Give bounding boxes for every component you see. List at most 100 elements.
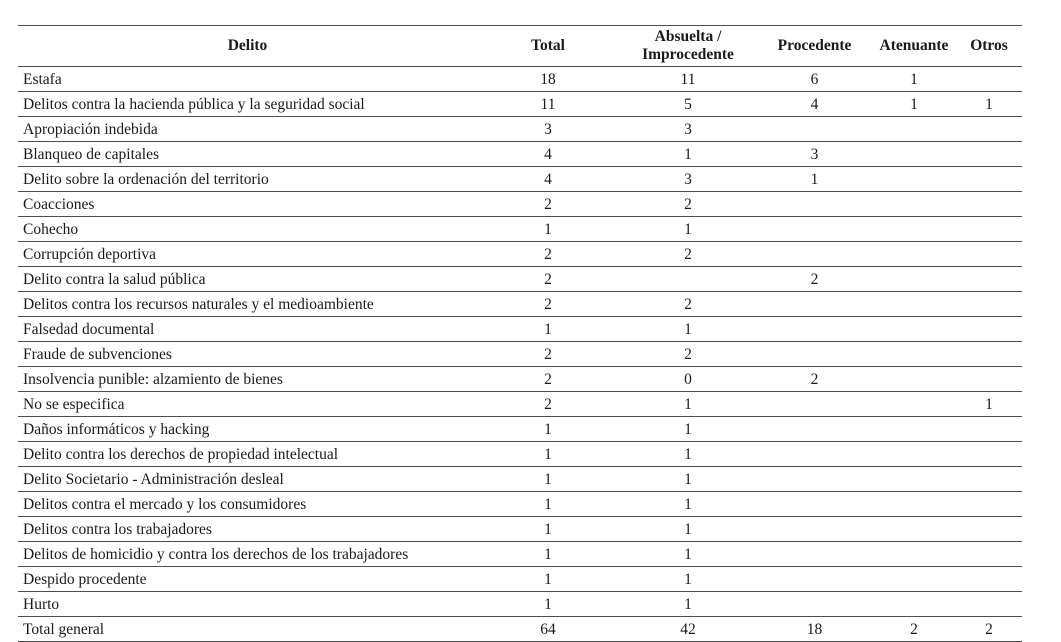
value-cell-otros — [956, 342, 1022, 367]
value-cell-atenuante — [872, 567, 956, 592]
table-row: No se especifica 2 1 1 — [18, 392, 1022, 417]
value-cell-procedente — [757, 442, 872, 467]
value-cell-procedente — [757, 192, 872, 217]
delito-cell: Delitos contra los recursos naturales y … — [23, 295, 374, 313]
value-cell-atenuante — [872, 542, 956, 567]
value-cell-absuelta-improcedente: 1 — [684, 545, 692, 563]
delito-cell: Cohecho — [23, 220, 79, 238]
value-cell-total: 1 — [544, 420, 552, 438]
delito-cell: Delito Societario - Administración desle… — [23, 470, 284, 488]
value-cell-atenuante — [872, 467, 956, 492]
value-cell-absuelta-improcedente: 1 — [684, 570, 692, 588]
value-cell-otros: 1 — [985, 395, 993, 413]
value-cell-atenuante — [872, 517, 956, 542]
table-row: Apropiación indebida 3 3 — [18, 117, 1022, 142]
value-cell-total: 1 — [544, 545, 552, 563]
value-cell-procedente — [757, 492, 872, 517]
value-cell-otros — [956, 417, 1022, 442]
value-cell-atenuante: 2 — [910, 620, 918, 638]
delito-cell: Delitos contra el mercado y los consumid… — [23, 495, 307, 513]
value-cell-atenuante — [872, 167, 956, 192]
column-header-absuelta-improcedente: Absuelta / Improcedente — [642, 28, 734, 63]
delito-cell: Fraude de subvenciones — [23, 345, 172, 363]
table-row: Delitos contra los trabajadores 1 1 — [18, 517, 1022, 542]
value-cell-total: 1 — [544, 470, 552, 488]
value-cell-otros — [956, 442, 1022, 467]
value-cell-otros — [956, 517, 1022, 542]
value-cell-atenuante — [872, 117, 956, 142]
delito-cell: Corrupción deportiva — [23, 245, 157, 263]
value-cell-procedente — [757, 467, 872, 492]
table-body: Estafa 18 11 6 1 Delitos contra la hacienda p… — [18, 67, 1022, 642]
value-cell-atenuante: 1 — [910, 70, 918, 88]
value-cell-procedente: 1 — [810, 170, 819, 188]
value-cell-procedente — [757, 417, 872, 442]
value-cell-atenuante — [872, 292, 956, 317]
table-row: Delito contra la salud pública 2 2 — [18, 267, 1022, 292]
value-cell-absuelta-improcedente: 0 — [684, 370, 692, 388]
value-cell-atenuante — [872, 392, 956, 417]
value-cell-total: 1 — [544, 595, 552, 613]
column-header-procedente: Procedente — [777, 37, 852, 54]
table-row: Delitos contra los recursos naturales y … — [18, 292, 1022, 317]
table-row: Corrupción deportiva 2 2 — [18, 242, 1022, 267]
value-cell-total: 18 — [540, 70, 556, 88]
delito-cell: Apropiación indebida — [23, 120, 158, 138]
value-cell-absuelta-improcedente: 1 — [684, 520, 692, 538]
value-cell-absuelta-improcedente: 3 — [684, 170, 692, 188]
delito-cell: Blanqueo de capitales — [23, 145, 160, 163]
delito-cell: No se especifica — [23, 395, 125, 413]
value-cell-otros — [956, 192, 1022, 217]
value-cell-otros — [956, 117, 1022, 142]
value-cell-procedente — [757, 292, 872, 317]
value-cell-procedente: 3 — [810, 145, 819, 163]
value-cell-procedente — [757, 217, 872, 242]
delito-cell: Delitos contra la hacienda pública y la … — [23, 95, 365, 113]
value-cell-procedente — [757, 342, 872, 367]
value-cell-otros — [956, 67, 1022, 92]
delitos-table-container: Delito Total Absuelta / Improcedente Proced… — [18, 25, 1022, 642]
column-header-atenuante: Atenuante — [879, 37, 949, 54]
value-cell-total: 4 — [544, 145, 552, 163]
value-cell-total: 1 — [544, 495, 552, 513]
table-header: Delito Total Absuelta / Improcedente Proced… — [18, 26, 1022, 67]
value-cell-absuelta-improcedente: 5 — [684, 95, 692, 113]
value-cell-absuelta-improcedente: 1 — [684, 395, 692, 413]
delito-cell: Daños informáticos y hacking — [23, 420, 210, 438]
value-cell-procedente: 2 — [810, 270, 819, 288]
value-cell-total: 1 — [544, 220, 552, 238]
value-cell-atenuante — [872, 417, 956, 442]
table-row: Blanqueo de capitales 4 1 3 — [18, 142, 1022, 167]
value-cell-total: 4 — [544, 170, 552, 188]
column-header-total: Total — [531, 37, 565, 54]
value-cell-total: 2 — [544, 195, 552, 213]
value-cell-total: 64 — [540, 620, 556, 638]
value-cell-otros — [956, 267, 1022, 292]
value-cell-absuelta-improcedente: 1 — [684, 445, 692, 463]
value-cell-otros — [956, 217, 1022, 242]
value-cell-otros — [956, 317, 1022, 342]
table-row: Despido procedente 1 1 — [18, 567, 1022, 592]
value-cell-atenuante — [872, 192, 956, 217]
value-cell-otros — [956, 367, 1022, 392]
value-cell-atenuante — [872, 142, 956, 167]
delito-cell: Despido procedente — [23, 570, 147, 588]
value-cell-total: 11 — [540, 95, 556, 113]
value-cell-absuelta-improcedente: 2 — [684, 295, 692, 313]
value-cell-absuelta-improcedente: 1 — [684, 495, 692, 513]
column-header-otros: Otros — [970, 37, 1008, 54]
value-cell-total: 2 — [544, 395, 552, 413]
table-row: Delitos contra el mercado y los consumid… — [18, 492, 1022, 517]
value-cell-total: 2 — [544, 295, 552, 313]
value-cell-otros: 1 — [985, 95, 993, 113]
value-cell-otros — [956, 592, 1022, 617]
delito-cell: Delito contra la salud pública — [23, 270, 206, 288]
value-cell-otros — [956, 292, 1022, 317]
delitos-table: Delito Total Absuelta / Improcedente Proced… — [18, 25, 1022, 642]
table-row: Estafa 18 11 6 1 — [18, 67, 1022, 92]
value-cell-otros — [956, 567, 1022, 592]
value-cell-total: 2 — [544, 245, 552, 263]
value-cell-atenuante — [872, 217, 956, 242]
table-row: Coacciones 2 2 — [18, 192, 1022, 217]
delito-cell: Delito contra los derechos de propiedad … — [23, 445, 339, 463]
